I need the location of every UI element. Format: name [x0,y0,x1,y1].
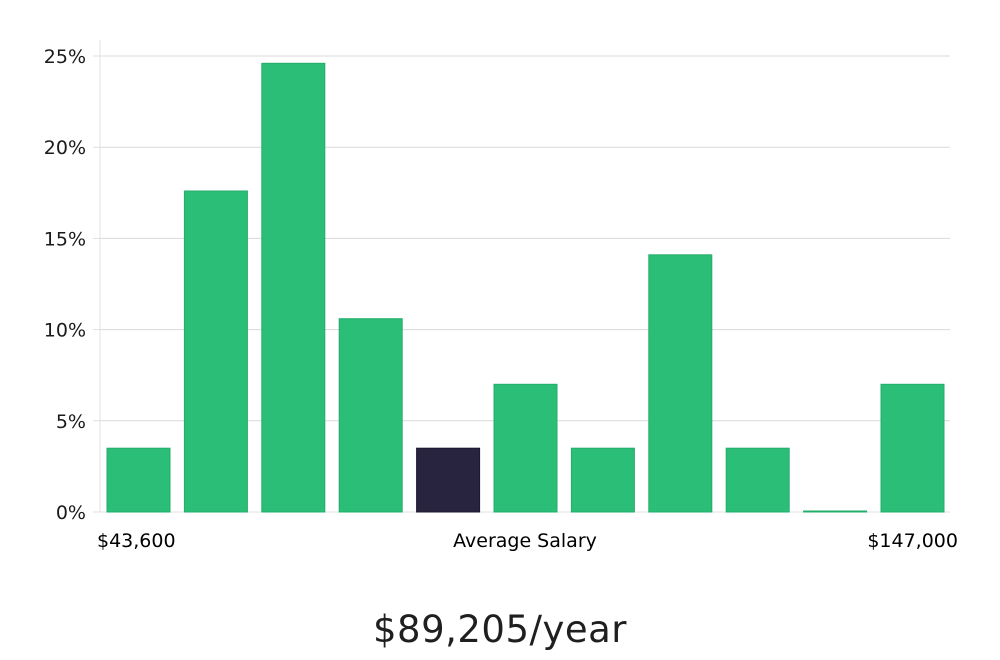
y-tick-label: 20% [44,137,86,159]
bar [803,510,868,513]
y-tick-label: 5% [56,411,86,433]
x-label-max-salary: $147,000 [867,530,958,552]
y-tick-label: 15% [44,228,86,250]
bar [880,383,945,513]
bar [648,254,713,513]
bar [261,62,326,513]
bar [338,318,403,513]
bar-average-salary [416,447,481,513]
bar [106,447,171,513]
x-labels: $43,600 Average Salary $147,000 [97,530,958,552]
y-tick-label: 25% [44,46,86,68]
x-label-min-salary: $43,600 [97,530,176,552]
bar [570,447,635,513]
y-tick-label: 10% [44,320,86,342]
y-tick-labels: 0% 5% 10% 15% 20% 25% [44,46,86,524]
y-tick-label: 0% [56,502,86,524]
bar [183,190,248,513]
x-label-average-salary: Average Salary [453,530,597,552]
bar [493,383,558,513]
bar [725,447,790,513]
salary-distribution-chart: 0% 5% 10% 15% 20% 25% $43,600 Average Salary … [44,40,958,552]
average-salary-value: $89,205/year [372,608,627,651]
bars [106,62,945,513]
